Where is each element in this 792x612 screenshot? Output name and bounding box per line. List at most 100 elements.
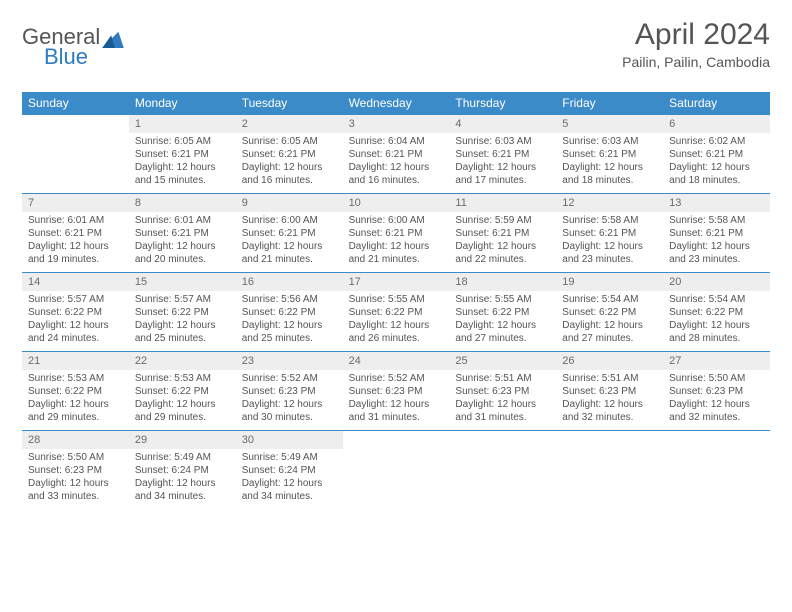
daylight-line: Daylight: 12 hours and 24 minutes. [28,319,123,345]
sunrise-line: Sunrise: 5:51 AM [455,372,550,385]
daylight-line: Daylight: 12 hours and 27 minutes. [562,319,657,345]
week-row: .1Sunrise: 6:05 AMSunset: 6:21 PMDayligh… [22,114,770,193]
calendar-cell: 2Sunrise: 6:05 AMSunset: 6:21 PMDaylight… [236,115,343,193]
sunset-line: Sunset: 6:23 PM [349,385,444,398]
week-row: 7Sunrise: 6:01 AMSunset: 6:21 PMDaylight… [22,193,770,272]
sunset-line: Sunset: 6:22 PM [242,306,337,319]
sunrise-line: Sunrise: 6:01 AM [135,214,230,227]
day-number: 23 [236,352,343,370]
sunset-line: Sunset: 6:24 PM [242,464,337,477]
day-number: 4 [449,115,556,133]
sunrise-line: Sunrise: 5:54 AM [562,293,657,306]
day-name: Wednesday [343,92,450,114]
day-number: 16 [236,273,343,291]
sunrise-line: Sunrise: 5:59 AM [455,214,550,227]
day-number: 1 [129,115,236,133]
sunrise-line: Sunrise: 5:57 AM [28,293,123,306]
calendar-cell: 22Sunrise: 5:53 AMSunset: 6:22 PMDayligh… [129,352,236,430]
day-number: 10 [343,194,450,212]
sunset-line: Sunset: 6:22 PM [349,306,444,319]
cell-body: Sunrise: 5:50 AMSunset: 6:23 PMDaylight:… [663,370,770,428]
sunset-line: Sunset: 6:21 PM [669,227,764,240]
sunrise-line: Sunrise: 5:58 AM [669,214,764,227]
day-name: Saturday [663,92,770,114]
calendar-cell: 10Sunrise: 6:00 AMSunset: 6:21 PMDayligh… [343,194,450,272]
cell-body: Sunrise: 6:01 AMSunset: 6:21 PMDaylight:… [129,212,236,270]
calendar-cell: 13 Sunrise: 5:58 AMSunset: 6:21 PMDayligh… [663,194,770,272]
daylight-line: Daylight: 12 hours and 18 minutes. [562,161,657,187]
sunset-line: Sunset: 6:23 PM [242,385,337,398]
day-name: Monday [129,92,236,114]
daylight-line: Daylight: 12 hours and 33 minutes. [28,477,123,503]
sunrise-line: Sunrise: 6:03 AM [455,135,550,148]
daylight-line: Daylight: 12 hours and 29 minutes. [135,398,230,424]
daylight-line: Daylight: 12 hours and 17 minutes. [455,161,550,187]
daylight-line: Daylight: 12 hours and 30 minutes. [242,398,337,424]
cell-body: Sunrise: 5:53 AMSunset: 6:22 PMDaylight:… [129,370,236,428]
sunrise-line: Sunrise: 6:00 AM [242,214,337,227]
calendar-cell: 23Sunrise: 5:52 AMSunset: 6:23 PMDayligh… [236,352,343,430]
sunset-line: Sunset: 6:21 PM [242,148,337,161]
daylight-line: Daylight: 12 hours and 23 minutes. [669,240,764,266]
calendar-cell: 19Sunrise: 5:54 AMSunset: 6:22 PMDayligh… [556,273,663,351]
day-number: 13 [663,194,770,212]
cell-body: Sunrise: 5:50 AMSunset: 6:23 PMDaylight:… [22,449,129,507]
calendar-cell: 11Sunrise: 5:59 AMSunset: 6:21 PMDayligh… [449,194,556,272]
day-number: 5 [556,115,663,133]
day-number: 20 [663,273,770,291]
day-number: 17 [343,273,450,291]
day-number: 6 [663,115,770,133]
day-number: 15 [129,273,236,291]
sunrise-line: Sunrise: 6:01 AM [28,214,123,227]
calendar-cell: 9Sunrise: 6:00 AMSunset: 6:21 PMDaylight… [236,194,343,272]
day-number: 25 [449,352,556,370]
cell-body: Sunrise: 6:03 AMSunset: 6:21 PMDaylight:… [556,133,663,191]
day-number: 24 [343,352,450,370]
logo-triangle-icon [102,28,124,46]
sunset-line: Sunset: 6:21 PM [135,227,230,240]
daylight-line: Daylight: 12 hours and 27 minutes. [455,319,550,345]
calendar-cell: 6Sunrise: 6:02 AMSunset: 6:21 PMDaylight… [663,115,770,193]
sunset-line: Sunset: 6:21 PM [455,148,550,161]
sunset-line: Sunset: 6:22 PM [669,306,764,319]
calendar-cell: . [343,431,450,509]
cell-body: Sunrise: 5:58 AMSunset: 6:21 PMDaylight:… [556,212,663,270]
sunrise-line: Sunrise: 5:52 AM [349,372,444,385]
sunset-line: Sunset: 6:21 PM [455,227,550,240]
day-header: Sunday Monday Tuesday Wednesday Thursday… [22,92,770,114]
sunset-line: Sunset: 6:21 PM [135,148,230,161]
daylight-line: Daylight: 12 hours and 18 minutes. [669,161,764,187]
daylight-line: Daylight: 12 hours and 21 minutes. [349,240,444,266]
cell-body: Sunrise: 5:57 AMSunset: 6:22 PMDaylight:… [129,291,236,349]
sunrise-line: Sunrise: 5:49 AM [135,451,230,464]
day-number: 12 [556,194,663,212]
sunset-line: Sunset: 6:23 PM [562,385,657,398]
sunrise-line: Sunrise: 6:05 AM [135,135,230,148]
daylight-line: Daylight: 12 hours and 34 minutes. [135,477,230,503]
sunrise-line: Sunrise: 5:56 AM [242,293,337,306]
daylight-line: Daylight: 12 hours and 31 minutes. [455,398,550,424]
sunset-line: Sunset: 6:23 PM [455,385,550,398]
cell-body: Sunrise: 6:04 AMSunset: 6:21 PMDaylight:… [343,133,450,191]
week-row: 21Sunrise: 5:53 AMSunset: 6:22 PMDayligh… [22,351,770,430]
day-number: 7 [22,194,129,212]
day-number: 28 [22,431,129,449]
daylight-line: Daylight: 12 hours and 19 minutes. [28,240,123,266]
daylight-line: Daylight: 12 hours and 34 minutes. [242,477,337,503]
sunrise-line: Sunrise: 5:51 AM [562,372,657,385]
sunrise-line: Sunrise: 5:58 AM [562,214,657,227]
sunset-line: Sunset: 6:22 PM [455,306,550,319]
sunrise-line: Sunrise: 5:53 AM [28,372,123,385]
calendar-cell: 5Sunrise: 6:03 AMSunset: 6:21 PMDaylight… [556,115,663,193]
daylight-line: Daylight: 12 hours and 25 minutes. [242,319,337,345]
sunrise-line: Sunrise: 6:05 AM [242,135,337,148]
day-number: 18 [449,273,556,291]
sunrise-line: Sunrise: 5:49 AM [242,451,337,464]
sunset-line: Sunset: 6:22 PM [135,306,230,319]
cell-body: Sunrise: 5:51 AMSunset: 6:23 PMDaylight:… [449,370,556,428]
cell-body: Sunrise: 5:52 AMSunset: 6:23 PMDaylight:… [236,370,343,428]
title-block: April 2024 Pailin, Pailin, Cambodia [622,18,770,70]
sunrise-line: Sunrise: 5:55 AM [455,293,550,306]
calendar-cell: 20Sunrise: 5:54 AMSunset: 6:22 PMDayligh… [663,273,770,351]
cell-body: Sunrise: 6:05 AMSunset: 6:21 PMDaylight:… [129,133,236,191]
